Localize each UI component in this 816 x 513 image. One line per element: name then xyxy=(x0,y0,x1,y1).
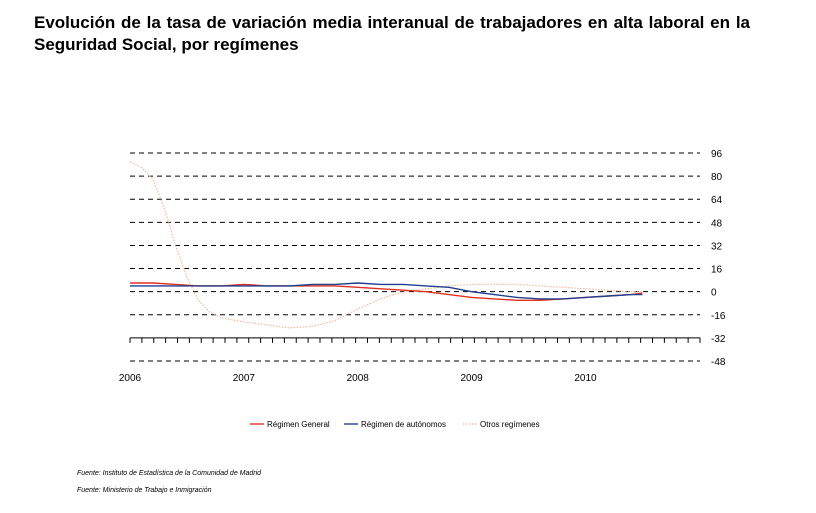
legend-label: Régimen General xyxy=(267,420,330,429)
y-tick-label: 32 xyxy=(711,241,723,252)
x-axis-labels: 2006 2007 2008 2009 2010 xyxy=(119,373,597,384)
legend-item-otros-regimenes: Otros regímenes xyxy=(463,420,540,429)
chart-title: Evolución de la tasa de variación media … xyxy=(34,13,750,54)
legend-item-regimen-general: Régimen General xyxy=(250,420,330,429)
y-tick-label: -48 xyxy=(711,357,726,368)
gridlines xyxy=(130,152,700,362)
series-lines xyxy=(129,161,643,329)
series-regimen-autonomos xyxy=(130,282,643,300)
x-tick-label: 2006 xyxy=(119,373,142,384)
y-tick-label: 0 xyxy=(711,288,717,299)
source-note-1: Fuente: Instituto de Estadística de la C… xyxy=(77,470,262,477)
legend-item-regimen-autonomos: Régimen de autónomos xyxy=(344,420,446,429)
y-tick-label: 48 xyxy=(711,218,723,229)
y-tick-label: -16 xyxy=(711,311,726,322)
legend: Régimen General Régimen de autónomos Otros… xyxy=(250,420,540,429)
x-tick-label: 2009 xyxy=(461,373,484,384)
source-note-2: Fuente: Ministerio de Trabajo e Inmigrac… xyxy=(77,487,212,494)
y-axis-labels: 96 80 64 48 32 16 0 -16 -32 -48 xyxy=(711,149,726,368)
y-tick-label: 16 xyxy=(711,265,723,276)
y-tick-label: 96 xyxy=(711,149,723,160)
x-tick-label: 2010 xyxy=(574,373,597,384)
x-axis xyxy=(129,337,701,343)
x-tick-label: 2007 xyxy=(233,373,256,384)
y-tick-label: 64 xyxy=(711,195,723,206)
y-tick-label: -32 xyxy=(711,334,726,345)
x-tick-label: 2008 xyxy=(347,373,370,384)
y-tick-label: 80 xyxy=(711,172,723,183)
legend-label: Régimen de autónomos xyxy=(361,420,446,429)
legend-label: Otros regímenes xyxy=(480,420,540,429)
series-otros-regimenes xyxy=(129,161,643,329)
